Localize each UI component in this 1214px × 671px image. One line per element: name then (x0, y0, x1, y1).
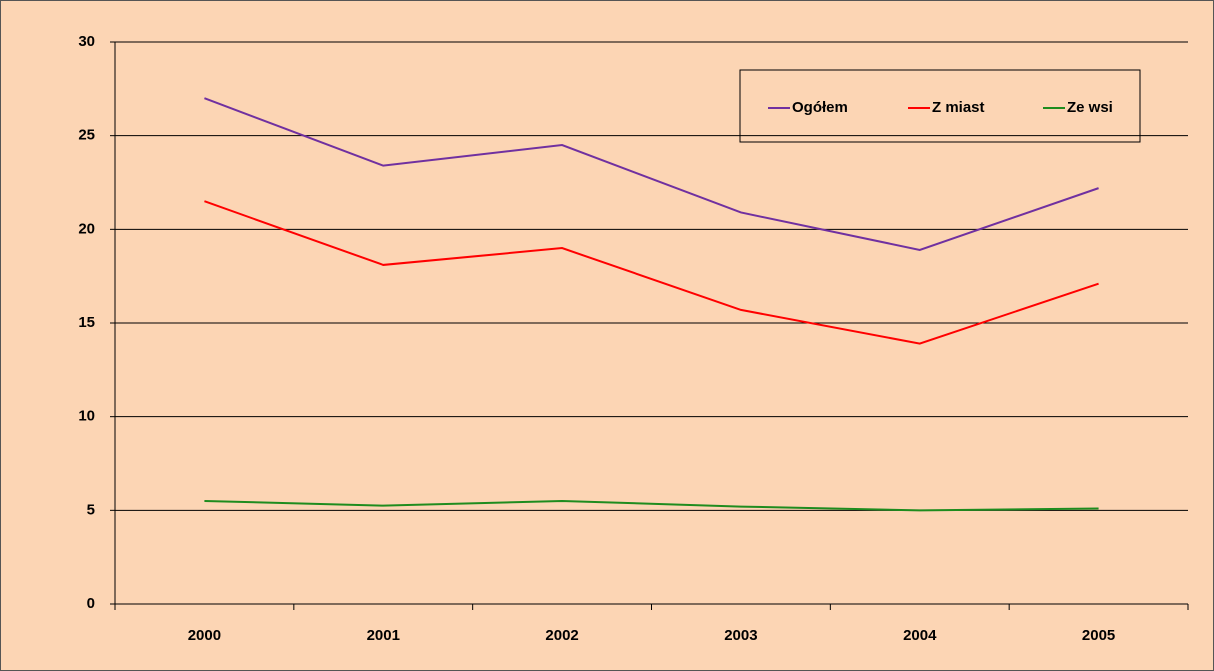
y-tick-label: 20 (78, 220, 95, 237)
y-tick-label: 25 (78, 127, 95, 144)
y-tick-label: 15 (78, 314, 95, 331)
x-tick-label: 2004 (903, 627, 937, 644)
legend-label: Z miast (932, 99, 985, 116)
y-tick-label: 30 (78, 33, 95, 50)
data-line (204, 200, 1099, 345)
x-tick-label: 2002 (545, 627, 578, 644)
y-tick-label: 0 (87, 595, 95, 612)
x-tick-label: 2001 (367, 627, 400, 644)
x-tick-label: 2003 (724, 627, 757, 644)
data-line (204, 97, 1099, 251)
x-tick-label: 2005 (1082, 627, 1115, 644)
legend-box (739, 69, 1141, 143)
data-line (204, 499, 1099, 512)
y-tick-label: 5 (87, 501, 95, 518)
legend-label: Ogółem (792, 99, 848, 116)
x-tick-label: 2000 (188, 627, 221, 644)
legend-label: Ze wsi (1067, 99, 1113, 116)
y-tick-label: 10 (78, 408, 95, 425)
